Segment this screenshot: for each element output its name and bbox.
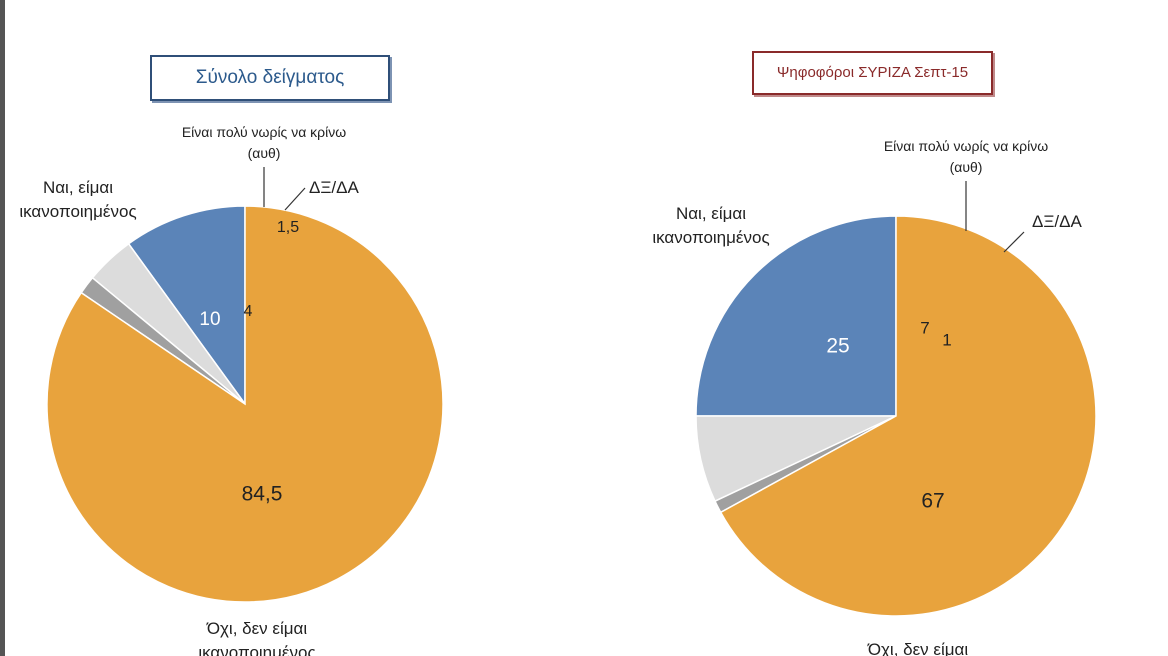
pie-chart-syriza-voters: 25 71 67 bbox=[695, 215, 1097, 617]
left-value-label-dk: 1,5 bbox=[277, 219, 299, 236]
right-leader-dk bbox=[1003, 231, 1025, 253]
right-label-dk: ΔΞ/ΔΑ bbox=[1032, 212, 1082, 231]
left-edge-border bbox=[0, 0, 5, 656]
left-label-early-line1: Είναι πολύ νωρίς να κρίνω bbox=[182, 124, 346, 140]
right-category-labels: Ναι, είμαι ικανοποιημένος Είναι πολύ νωρ… bbox=[652, 138, 1082, 656]
left-label-yes-line2: ικανοποιημένος bbox=[19, 202, 136, 221]
left-slice-no bbox=[46, 205, 444, 603]
left-label-dk: ΔΞ/ΔΑ bbox=[309, 178, 359, 197]
left-category-labels: Ναι, είμαι ικανοποιημένος Είναι πολύ νωρ… bbox=[19, 124, 359, 656]
right-label-early-line1: Είναι πολύ νωρίς να κρίνω bbox=[884, 138, 1048, 154]
leader-lines bbox=[263, 167, 1025, 253]
left-value-label-yes: 10 bbox=[199, 309, 220, 330]
right-value-label-no: 67 bbox=[921, 490, 944, 513]
right-slice-no bbox=[719, 215, 1097, 617]
left-value-label-early: 4 bbox=[244, 303, 253, 320]
right-label-yes-line2: ικανοποιημένος bbox=[652, 228, 769, 247]
left-leader-dk bbox=[284, 187, 306, 211]
chart-title-syriza-voters: Ψηφοφόροι ΣΥΡΙΖΑ Σεπτ-15 bbox=[752, 51, 993, 95]
left-slice-yes bbox=[127, 205, 246, 407]
right-value-label-yes: 25 bbox=[826, 335, 849, 358]
right-label-yes-line1: Ναι, είμαι bbox=[676, 204, 746, 223]
right-value-label-early: 7 bbox=[920, 318, 929, 337]
left-value-label-no: 84,5 bbox=[242, 483, 283, 506]
chart-title-total-sample: Σύνολο δείγματος bbox=[150, 55, 390, 101]
left-label-no-line1: Όχι, δεν είμαι bbox=[206, 619, 308, 638]
pie-chart-total-sample: 10 4 1,5 84,5 bbox=[46, 205, 444, 603]
right-label-early-line2: (αυθ) bbox=[950, 159, 983, 175]
left-label-yes-line1: Ναι, είμαι bbox=[43, 178, 113, 197]
right-slice-yes bbox=[695, 215, 897, 417]
right-label-no-line1: Όχι, δεν είμαι bbox=[867, 640, 969, 656]
left-label-early-line2: (αυθ) bbox=[248, 145, 281, 161]
right-value-label-dk: 1 bbox=[942, 330, 951, 349]
left-label-no-line2: ικανοποιημένος bbox=[198, 643, 315, 656]
